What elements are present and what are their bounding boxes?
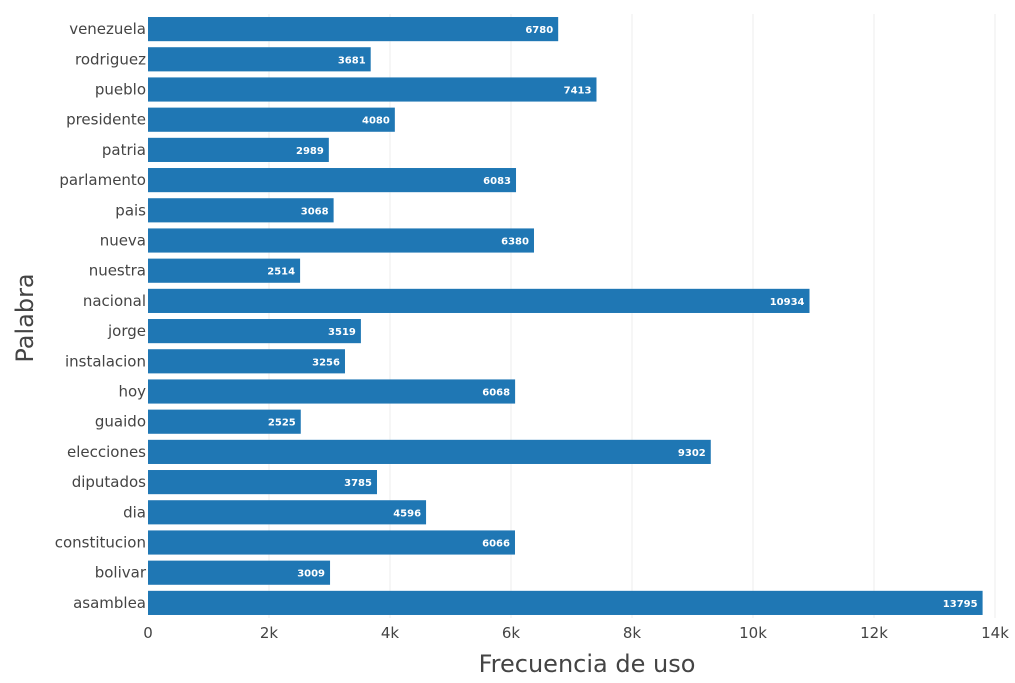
value-label-pueblo: 7413 [564,86,592,97]
category-label-nuestra: nuestra [89,262,146,280]
value-label-asamblea: 13795 [943,599,978,610]
category-label-pais: pais [115,201,146,219]
value-label-patria: 2989 [296,146,324,157]
bar-pueblo [148,77,597,102]
value-label-bolivar: 3009 [297,569,325,580]
value-label-presidente: 4080 [362,116,390,127]
category-label-hoy: hoy [118,383,146,401]
bar-constitucion [148,530,515,555]
category-label-asamblea: asamblea [73,594,146,612]
x-tick-label: 14k [981,624,1009,642]
x-tick-label: 6k [502,624,521,642]
bar-asamblea [148,590,983,615]
category-label-elecciones: elecciones [67,443,146,461]
value-label-hoy: 6068 [482,388,510,399]
category-label-presidente: presidente [66,111,146,129]
bar-pais [148,198,334,223]
bar-presidente [148,107,395,132]
value-label-guaido: 2525 [268,418,296,429]
value-label-parlamento: 6083 [483,176,511,187]
value-label-nacional: 10934 [770,297,805,308]
bar-instalacion [148,349,345,374]
value-label-diputados: 3785 [344,478,372,489]
category-label-constitucion: constitucion [55,534,146,552]
category-label-dia: dia [123,503,146,521]
bar-jorge [148,319,361,344]
category-label-patria: patria [102,141,146,159]
value-label-venezuela: 6780 [525,25,553,36]
bar-venezuela [148,17,559,42]
x-axis-title: Frecuencia de uso [479,650,696,678]
bar-rodriguez [148,47,371,72]
bars [148,17,983,615]
bar-bolivar [148,560,331,585]
category-label-nacional: nacional [83,292,146,310]
bar-nuestra [148,258,301,283]
value-label-constitucion: 6066 [482,539,510,550]
category-label-nueva: nueva [100,232,146,250]
category-label-guaido: guaido [95,413,146,431]
bar-nacional [148,288,810,313]
category-label-instalacion: instalacion [65,352,146,370]
category-label-venezuela: venezuela [69,20,146,38]
bar-patria [148,137,329,162]
value-label-nuestra: 2514 [267,267,295,278]
category-label-parlamento: parlamento [59,171,146,189]
x-tick-label: 12k [860,624,888,642]
bar-elecciones [148,439,711,464]
value-labels: 6780 3681 7413 4080 2989 6083 3068 6380 2514 1093… [267,25,977,610]
value-label-rodriguez: 3681 [338,55,366,66]
gridlines [268,14,996,618]
category-label-jorge: jorge [107,322,146,340]
category-label-bolivar: bolivar [95,564,147,582]
x-tick-labels: 0 2k 4k 6k 8k 10k 12k 14k [143,624,1009,642]
bar-guaido [148,409,301,434]
value-label-pais: 3068 [301,206,329,217]
value-label-dia: 4596 [393,508,421,519]
bar-dia [148,500,427,525]
value-label-jorge: 3519 [328,327,356,338]
value-label-instalacion: 3256 [312,357,340,368]
category-labels: venezuela rodriguez pueblo presidente patria… [55,20,147,612]
x-tick-label: 0 [143,624,153,642]
category-label-rodriguez: rodriguez [75,50,146,68]
y-axis-title: Palabra [11,273,39,362]
value-label-nueva: 6380 [501,237,529,248]
bar-hoy [148,379,516,404]
bar-diputados [148,470,377,495]
x-tick-label: 4k [381,624,400,642]
x-tick-label: 10k [739,624,767,642]
bar-parlamento [148,168,517,193]
bar-nueva [148,228,534,253]
value-label-elecciones: 9302 [678,448,706,459]
category-label-diputados: diputados [72,473,146,491]
category-label-pueblo: pueblo [95,81,146,99]
x-tick-label: 8k [623,624,642,642]
x-tick-label: 2k [260,624,279,642]
